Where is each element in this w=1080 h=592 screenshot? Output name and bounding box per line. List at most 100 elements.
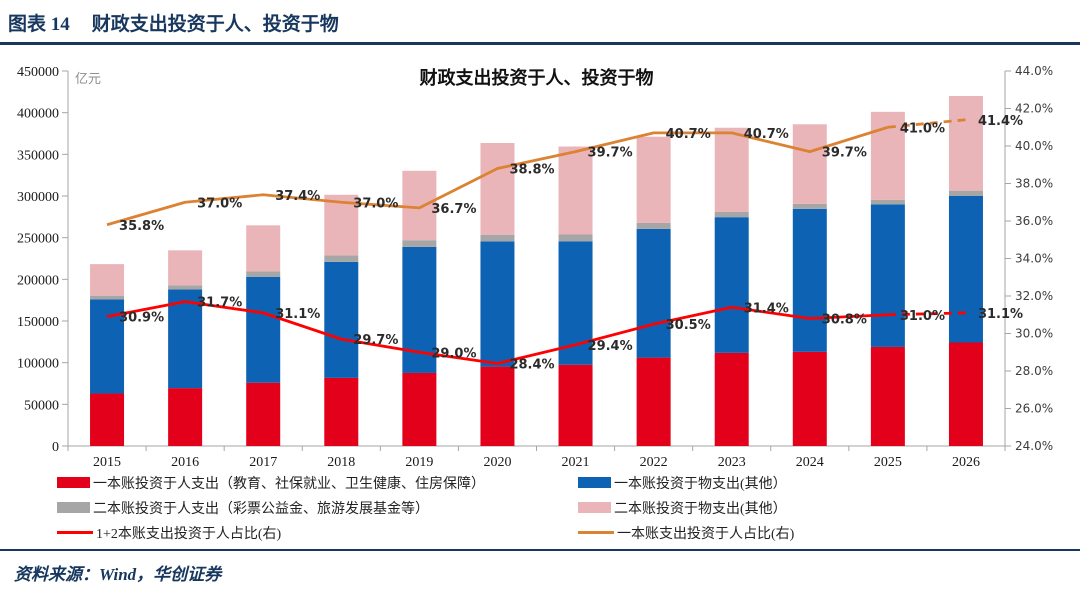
legend-label: 一本账支出投资于人占比(右) <box>617 526 795 542</box>
legend-line-swatch <box>57 531 93 534</box>
figure-title: 财政支出投资于人、投资于物 <box>91 14 339 35</box>
legend-bar-swatch <box>578 502 611 513</box>
legend-item: 一本账投资于物支出(其他） <box>578 470 1080 495</box>
bar-segment <box>558 146 593 235</box>
data-label: 31.4% <box>744 301 789 316</box>
legend-label: 一本账投资于物支出(其他） <box>614 476 787 492</box>
bar-segment <box>714 211 749 218</box>
chart-title: 财政支出投资于人、投资于物 <box>420 67 654 88</box>
legend-item: 一本账支出投资于人占比(右) <box>578 520 1080 545</box>
right-axis-label: 28.0% <box>1015 364 1053 378</box>
bar-segment <box>90 264 125 296</box>
right-axis-label: 32.0% <box>1015 289 1053 303</box>
x-axis-label: 2022 <box>640 455 668 469</box>
data-label: 30.5% <box>666 318 711 333</box>
x-axis-label: 2020 <box>483 455 511 469</box>
bar-segment <box>714 127 749 212</box>
bar-segment <box>402 372 437 446</box>
bar-segment <box>168 388 203 446</box>
right-axis-label: 38.0% <box>1015 177 1053 191</box>
x-axis-label: 2025 <box>874 455 902 469</box>
legend-line-swatch <box>578 531 614 534</box>
bar-segment <box>636 222 671 229</box>
right-axis-label: 42.0% <box>1015 102 1053 116</box>
bar-segment <box>324 261 359 378</box>
data-label: 31.1% <box>275 307 320 322</box>
source-note: 资料来源：Wind，华创证券 <box>14 565 222 584</box>
bar-segment <box>324 194 359 256</box>
legend-item: 1+2本账支出投资于人占比(右) <box>57 520 578 545</box>
bar-segment <box>870 346 905 446</box>
header-divider <box>0 42 1080 45</box>
legend-item: 一本账投资于人支出（教育、社保就业、卫生健康、住房保障） <box>57 470 578 495</box>
combo-chart: 0 50000 100000 150000 200000 250000 300000 3500… <box>17 64 1053 470</box>
bar-segment <box>714 352 749 446</box>
legend-item: 二本账投资于物支出(其他） <box>578 495 1080 520</box>
left-axis-label: 350000 <box>17 148 59 163</box>
bar-segment <box>636 136 671 223</box>
data-label: 30.9% <box>119 311 164 326</box>
data-label: 31.0% <box>900 309 945 324</box>
left-axis-label: 450000 <box>17 65 59 80</box>
x-axis-label: 2023 <box>718 455 746 469</box>
data-label: 41.0% <box>900 121 945 136</box>
bar-segment <box>948 342 983 446</box>
left-axis-label: 300000 <box>17 190 59 205</box>
data-label-group: 30.9% 31.7% 31.1% 29.7% 29.0% 28.4% 29.4% 30.5%… <box>119 114 1023 373</box>
bar-segment <box>636 228 671 358</box>
data-label: 37.0% <box>197 196 242 211</box>
figure-number: 图表 14 <box>8 14 70 35</box>
bar-segment <box>870 199 905 205</box>
bar-series-group <box>90 96 983 446</box>
bar-segment <box>246 382 281 446</box>
right-axis-label: 34.0% <box>1015 252 1053 266</box>
legend-bar-swatch <box>57 477 90 488</box>
trend-line <box>106 300 888 365</box>
data-label: 29.0% <box>431 346 476 361</box>
line-series-group <box>106 118 967 365</box>
bar-segment <box>246 271 281 277</box>
bar-segment <box>714 217 749 353</box>
bar-segment <box>168 285 203 290</box>
legend-label: 二本账投资于物支出(其他） <box>614 501 787 517</box>
bar-segment <box>480 234 515 242</box>
footer-divider <box>0 549 1080 551</box>
legend-bar-swatch <box>578 477 611 488</box>
data-label: 37.4% <box>275 189 320 204</box>
bar-segment <box>168 250 203 286</box>
data-label: 28.4% <box>509 358 554 373</box>
data-label: 35.8% <box>119 219 164 234</box>
data-label: 40.7% <box>744 127 789 142</box>
bar-segment <box>402 170 437 241</box>
bar-segment <box>558 364 593 446</box>
data-label: 40.7% <box>666 127 711 142</box>
left-axis-label: 200000 <box>17 273 59 288</box>
bar-segment <box>168 289 203 389</box>
left-axis-label: 50000 <box>24 398 59 413</box>
data-label: 36.7% <box>431 202 476 217</box>
right-axis-label: 24.0% <box>1015 439 1053 453</box>
legend-label: 一本账投资于人支出（教育、社保就业、卫生健康、住房保障） <box>93 476 485 492</box>
bar-segment <box>480 366 515 446</box>
data-label: 37.0% <box>353 196 398 211</box>
bar-segment <box>402 240 437 247</box>
legend-label: 1+2本账支出投资于人占比(右) <box>96 526 282 542</box>
x-axis-label: 2021 <box>562 455 590 469</box>
figure-header: 图表 14 财政支出投资于人、投资于物 <box>0 0 1080 36</box>
data-label: 31.7% <box>197 296 242 311</box>
bar-segment <box>792 208 827 352</box>
right-axis-label: 26.0% <box>1015 402 1053 416</box>
bar-segment <box>558 234 593 242</box>
legend-item: 二本账投资于人支出（彩票公益金、旅游发展基金等） <box>57 495 578 520</box>
data-label: 29.7% <box>353 333 398 348</box>
right-axis-label: 36.0% <box>1015 214 1053 228</box>
bar-segment <box>948 196 983 343</box>
x-axis-label: 2016 <box>171 455 199 469</box>
bar-segment <box>324 255 359 262</box>
right-axis-label: 40.0% <box>1015 139 1053 153</box>
legend-label: 二本账投资于人支出（彩票公益金、旅游发展基金等） <box>93 501 429 517</box>
bar-segment <box>792 124 827 204</box>
legend-column-left: 一本账投资于人支出（教育、社保就业、卫生健康、住房保障） 二本账投资于人支出（彩票… <box>57 470 578 545</box>
right-axis-label: 44.0% <box>1015 64 1053 78</box>
bar-segment <box>90 393 125 446</box>
